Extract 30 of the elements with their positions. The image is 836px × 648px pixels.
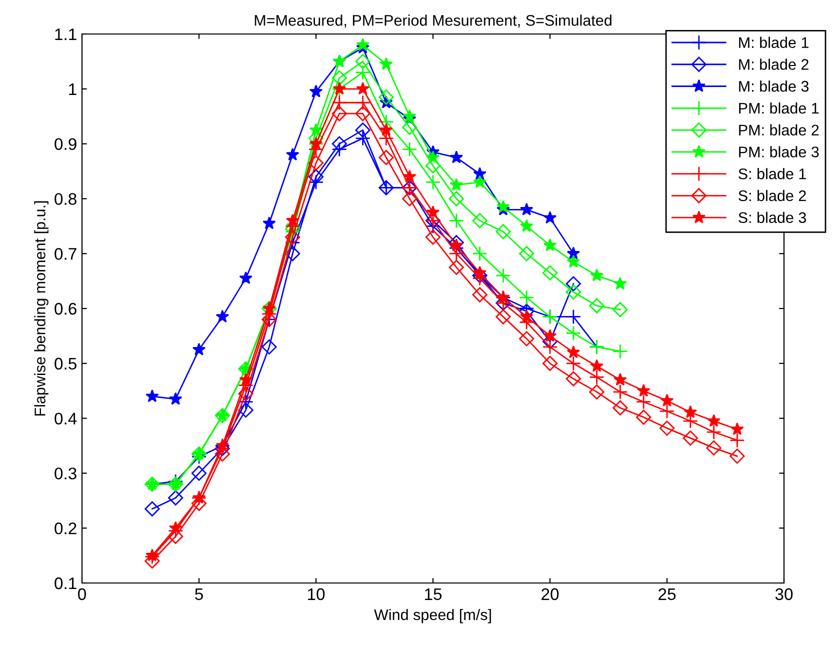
y-tick-label: 0.8	[54, 193, 76, 205]
legend-label: M: blade 1	[739, 36, 808, 48]
y-axis-title: Flapwise bending moment [p.u.]	[34, 201, 48, 416]
x-tick-label: 20	[542, 588, 559, 600]
y-tick-label: 0.7	[54, 248, 76, 260]
legend-label: M: blade 3	[739, 80, 809, 92]
legend-label: M: blade 2	[739, 58, 808, 70]
x-tick-label: 0	[78, 588, 86, 600]
chart-title: M=Measured, PM=Period Mesurement, S=Simulated	[254, 14, 612, 28]
x-tick-label: 25	[658, 588, 676, 600]
x-tick-label: 10	[308, 588, 325, 600]
x-tick-label: 15	[425, 588, 442, 600]
legend-label: S: blade 1	[738, 168, 806, 180]
y-tick-label: 1	[69, 83, 76, 95]
legend-label: S: blade 3	[738, 212, 806, 224]
y-tick-label: 1.1	[55, 28, 76, 40]
x-tick-label: 5	[195, 588, 203, 600]
y-tick-label: 0.2	[54, 522, 76, 534]
y-tick-label: 0.9	[54, 138, 76, 150]
y-tick-label: 0.5	[54, 358, 76, 370]
y-tick-label: 0.3	[54, 468, 76, 480]
legend-label: S: blade 2	[738, 190, 806, 202]
legend-label: PM: blade 3	[739, 146, 819, 158]
legend-label: PM: blade 1	[739, 102, 819, 114]
y-tick-label: 0.6	[54, 302, 76, 315]
y-tick-label: 0.4	[54, 412, 77, 425]
x-tick-label: 30	[775, 588, 793, 600]
legend-label: PM: blade 2	[739, 124, 819, 136]
x-axis-title: Wind speed [m/s]	[374, 608, 491, 624]
y-tick-label: 0.1	[54, 577, 76, 590]
